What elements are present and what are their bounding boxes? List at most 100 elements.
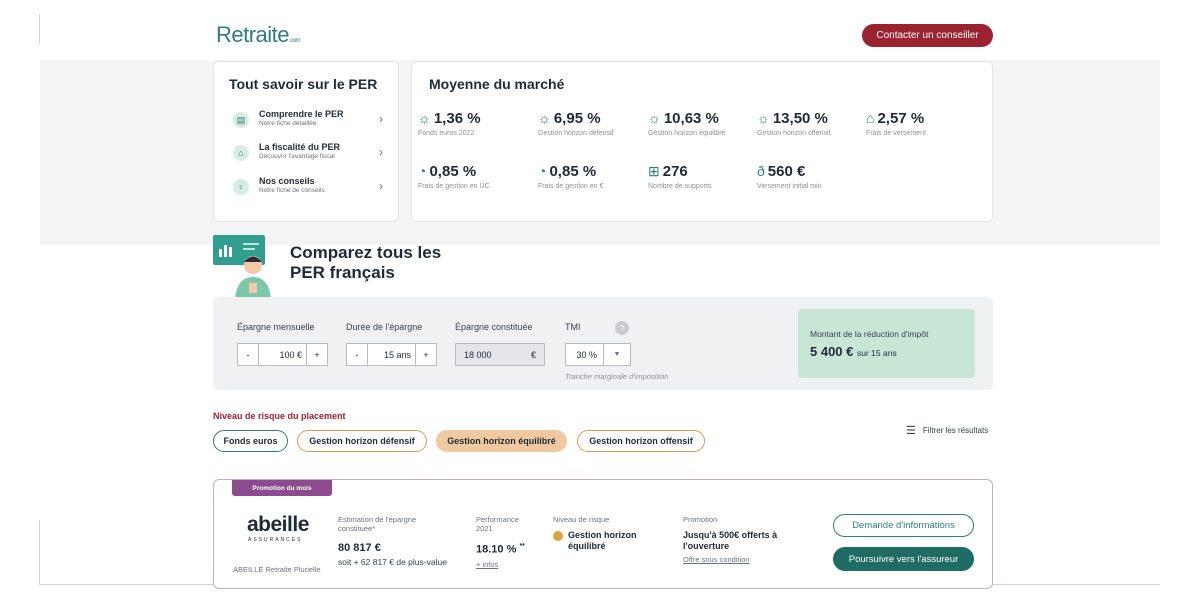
market-average-card: Moyenne du marché ☼ 1,36 % Fonds euros 20… — [411, 61, 993, 222]
money-bag-icon: ð — [757, 163, 765, 179]
monthly-savings-stepper[interactable]: - 100 € + — [237, 343, 328, 366]
risk-dot — [553, 531, 563, 541]
per-item-subtitle: Notre fiche de conseils — [259, 187, 325, 194]
tax-reduction-value: 5 400 € sur 15 ans — [810, 344, 897, 359]
stat-value: 2,57 % — [877, 110, 925, 127]
abeille-logo-sub: ASSURANCES — [248, 537, 303, 543]
increment-button[interactable]: + — [423, 349, 429, 360]
stat-value: 276 — [662, 163, 688, 180]
pie-chart-icon: ◔ — [538, 163, 547, 179]
stat-label: Frais de gestion en UC — [418, 183, 490, 190]
go-to-insurer-button[interactable]: Poursuivre vers l'assureur — [833, 547, 974, 571]
stat-value: 13,50 % — [772, 110, 828, 127]
per-item-advice[interactable]: ♀ Nos conseils Notre fiche de conseils › — [229, 176, 389, 200]
per-item-subtitle: Découvrir l'avantage fiscal — [259, 153, 335, 160]
document-icon: ▤ — [233, 112, 249, 128]
increment-button[interactable]: + — [314, 349, 320, 360]
help-icon[interactable]: ? — [615, 321, 629, 335]
performance-footnote: ** — [519, 543, 525, 550]
contact-advisor-button[interactable]: Contacter un conseiller — [862, 24, 993, 47]
duration-stepper[interactable]: - 15 ans + — [346, 343, 437, 366]
filter-equilibre[interactable]: Gestion horizon équilibré — [436, 430, 567, 452]
filter-fonds-euros[interactable]: Fonds euros — [213, 430, 288, 452]
sun-icon: ☼ — [418, 110, 431, 126]
tax-reduction-suffix: sur 15 ans — [857, 348, 897, 358]
stat-label: Frais de versement — [866, 130, 926, 137]
performance-number: 18.10 % — [476, 543, 517, 556]
filter-results-button[interactable]: ☰ Filtrer les résultats — [906, 424, 988, 437]
per-item-subtitle: Notre fiche détaillée — [259, 120, 317, 127]
tmi-note: Tranche marginale d'imposition — [565, 372, 669, 381]
piggy-bank-icon: ⌂ — [233, 145, 249, 161]
grid-icon: ⊞ — [648, 163, 660, 179]
per-item-title: Comprendre le PER — [259, 109, 344, 119]
divider — [39, 520, 40, 584]
tmi-select[interactable]: 30 % ▼ — [565, 343, 631, 366]
stat-value: 0,85 % — [549, 163, 597, 180]
stat-value: 0,85 % — [429, 163, 477, 180]
logo-suffix: .com — [289, 38, 301, 44]
more-info-link[interactable]: + infos — [476, 560, 499, 569]
promo-tag: Promotion du mois — [232, 480, 332, 496]
abeille-logo: abeille — [247, 513, 309, 536]
stat-label: Frais de gestion en € — [538, 183, 604, 190]
sun-icon: ☼ — [648, 110, 661, 126]
sun-icon: ☼ — [538, 110, 551, 126]
compare-title-line1: Comparez tous les — [290, 243, 442, 262]
per-card-title: Tout savoir sur le PER — [229, 76, 378, 92]
chevron-right-icon: › — [379, 112, 383, 126]
stat-offensif: ☼ 13,50 % Gestion horizon offensif — [757, 110, 867, 137]
stat-frais-versement: ⌂ 2,57 % Frais de versement — [866, 110, 976, 137]
product-name: ABEILLE Retraite Plurielle — [233, 565, 321, 574]
risk-label: Niveau de risque — [553, 515, 610, 524]
monthly-savings-label: Épargne mensuelle — [237, 322, 315, 332]
tmi-label: TMI — [565, 322, 581, 332]
stat-label: Gestion horizon offensif — [757, 130, 831, 137]
logo[interactable]: Retraite.com — [216, 22, 301, 48]
monthly-savings-value[interactable]: 100 € — [258, 344, 307, 365]
chevron-right-icon: › — [379, 179, 383, 193]
logo-text: Retraite — [216, 22, 290, 47]
compare-title: Comparez tous les PER français — [290, 243, 441, 283]
advisor-illustration — [213, 235, 271, 299]
stat-defensif: ☼ 6,95 % Gestion horizon défensif — [538, 110, 648, 137]
built-savings-field: 18 000 € — [455, 343, 545, 366]
stat-versement-min: ð 560 € Versement initial min — [757, 163, 867, 190]
filter-offensif[interactable]: Gestion horizon offensif — [577, 430, 705, 452]
performance-value: 18.10 % ** — [476, 543, 525, 556]
tmi-value: 30 % — [566, 344, 604, 365]
offer-conditions-link[interactable]: Offre sous condition — [683, 555, 750, 564]
stat-supports: ⊞ 276 Nombre de supports — [648, 163, 758, 190]
tax-reduction-amount: 5 400 € — [810, 344, 854, 359]
per-item-taxation[interactable]: ⌂ La fiscalité du PER Découvrir l'avanta… — [229, 142, 389, 166]
decrement-button[interactable]: - — [355, 349, 359, 360]
compare-title-line2: PER français — [290, 263, 395, 282]
stat-value: 560 € — [767, 163, 806, 180]
filter-results-label: Filtrer les résultats — [922, 426, 989, 435]
filter-defensif[interactable]: Gestion horizon défensif — [297, 430, 427, 452]
stat-label: Fonds euros 2022 — [418, 130, 475, 137]
lightbulb-icon: ♀ — [233, 179, 249, 195]
decrement-button[interactable]: - — [246, 349, 250, 360]
duration-value[interactable]: 15 ans — [367, 344, 416, 365]
per-info-card: Tout savoir sur le PER ▤ Comprendre le P… — [213, 61, 399, 222]
stat-label: Versement initial min — [757, 183, 822, 190]
performance-label: Performance 2021 — [476, 515, 519, 533]
stat-value: 6,95 % — [553, 110, 601, 127]
built-savings-label: Épargne constituée — [455, 322, 533, 332]
estimate-value: 80 817 € — [338, 542, 381, 554]
per-item-title: Nos conseils — [259, 176, 315, 186]
chevron-right-icon: › — [379, 145, 383, 159]
per-item-understand[interactable]: ▤ Comprendre le PER Notre fiche détaillé… — [229, 109, 389, 133]
stat-value: 10,63 % — [663, 110, 719, 127]
stat-equilibre: ☼ 10,63 % Gestion horizon équilibré — [648, 110, 758, 137]
stat-frais-uc: ◔ 0,85 % Frais de gestion en UC — [418, 163, 528, 190]
promotion-value: Jusqu'à 500€ offerts à l'ouverture — [683, 530, 778, 551]
estimate-gain: soit + 62 817 € de plus-value — [338, 557, 447, 567]
sun-icon: ☼ — [757, 110, 770, 126]
request-info-button[interactable]: Demande d'informations — [833, 514, 974, 537]
estimate-label: Estimation de l'épargne constituée* — [338, 515, 417, 533]
stat-label: Nombre de supports — [648, 183, 712, 190]
sliders-icon: ☰ — [906, 425, 916, 437]
